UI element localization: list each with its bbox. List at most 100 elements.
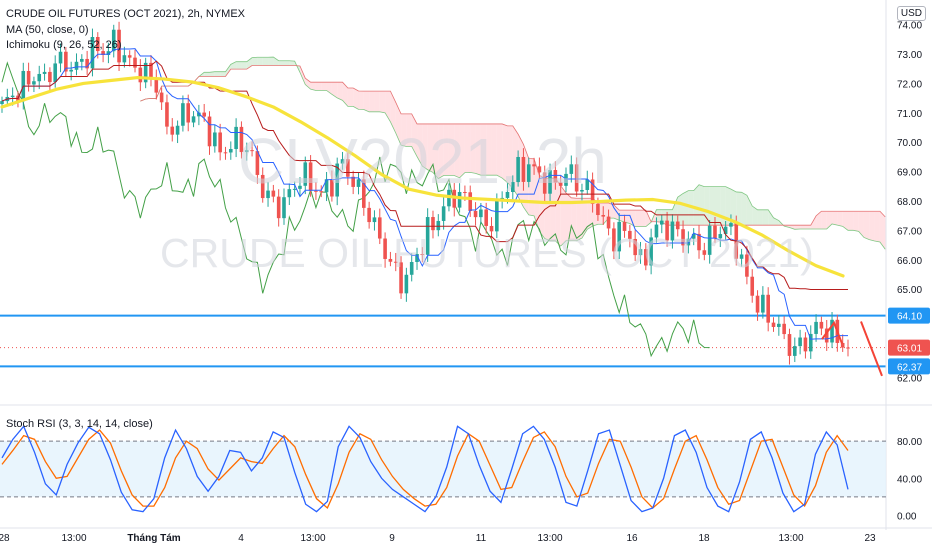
candle-body	[319, 191, 324, 193]
stoch-line	[1, 429, 849, 510]
price-label-box	[888, 339, 930, 356]
candle-body	[601, 215, 606, 217]
ichimoku-legend[interactable]: Ichimoku (9, 26, 52, 26)	[6, 39, 122, 51]
cloud-segment	[241, 61, 247, 70]
candle-body	[782, 323, 786, 335]
time-tick-label: 28	[0, 533, 10, 544]
currency-button[interactable]: USD	[896, 6, 926, 21]
candle-body	[713, 225, 717, 239]
cloud-segment	[869, 211, 875, 241]
time-tick-label: 18	[698, 533, 710, 544]
candle-body	[170, 126, 175, 135]
cloud-segment	[470, 123, 476, 174]
stoch-band	[0, 441, 886, 497]
candle-body	[383, 238, 387, 259]
candle-body	[404, 274, 409, 294]
price-label-box	[888, 307, 930, 324]
cloud-segment	[677, 193, 684, 226]
candle-body	[771, 322, 776, 327]
cloud-segment	[278, 60, 284, 66]
cloud-segment	[454, 123, 460, 178]
cloud-segment	[390, 91, 396, 134]
candle-body	[585, 179, 590, 190]
candle-body	[234, 126, 238, 150]
candle-body	[154, 78, 159, 93]
cloud-segment	[736, 191, 742, 226]
price-axis: 74.00 73.00 72.00 71.00 70.00 69.00 68.00 67.00…	[888, 21, 930, 522]
candle-body	[330, 179, 334, 197]
cloud-segment	[358, 91, 364, 110]
cloud-segment	[299, 66, 306, 85]
candle-body	[707, 225, 712, 255]
candle-body	[250, 150, 254, 152]
cloud-segment	[438, 123, 444, 179]
ma50-line	[0, 75, 845, 278]
candle-body	[138, 67, 143, 83]
candle-body	[298, 185, 302, 189]
price-label-box	[888, 358, 930, 375]
candle-body	[37, 73, 42, 82]
drawing-arrows	[821, 320, 883, 377]
stoch-legend[interactable]: Stoch RSI (3, 3, 14, 14, close)	[6, 418, 153, 430]
price-tick-label: 72.00	[897, 79, 922, 90]
cloud-segment	[746, 195, 753, 226]
candle-body	[425, 217, 430, 255]
cloud-segment	[693, 184, 700, 226]
candle-body	[260, 174, 265, 199]
cloud-segment	[342, 82, 348, 107]
candle-body	[266, 190, 270, 199]
cloud-segment	[566, 192, 572, 241]
ma-legend[interactable]: MA (50, close, 0)	[6, 24, 89, 36]
cloud-segment	[395, 102, 402, 146]
candle-body	[840, 342, 845, 348]
cloud-segment	[587, 198, 593, 230]
stoch-tick-label: 80.00	[897, 437, 922, 448]
candle-body	[335, 163, 340, 197]
candle-body	[590, 179, 595, 204]
candle-body	[495, 200, 499, 232]
candle-body	[473, 210, 478, 218]
candle-body	[729, 223, 733, 227]
symbol-legend[interactable]: CRUDE OIL FUTURES (OCT 2021), 2h, NYMEX	[6, 8, 245, 20]
candle-body	[197, 112, 201, 117]
candle-body	[468, 192, 473, 211]
cloud-segment	[773, 217, 779, 226]
candle-body	[244, 150, 249, 153]
cloud-segment	[752, 206, 758, 226]
candle-body	[207, 116, 212, 147]
cloud-segment	[262, 57, 269, 66]
cloud-segment	[257, 57, 263, 66]
price-tick-label: 73.00	[897, 50, 922, 61]
candle-body	[53, 63, 58, 83]
cloud-segment	[273, 57, 279, 66]
candle-body	[723, 226, 728, 235]
stoch-tick-label: 40.00	[897, 474, 922, 485]
cloud-segment	[550, 178, 556, 241]
time-tick-label: 4	[238, 533, 244, 544]
cloud-segment	[624, 210, 630, 224]
ma-line	[0, 75, 845, 278]
cloud-segment	[337, 82, 343, 101]
ichimoku-lines	[1, 48, 848, 340]
candle-body	[85, 58, 89, 69]
cloud-segment	[379, 91, 386, 113]
time-tick-label: 13:00	[537, 533, 562, 544]
candle-body	[106, 51, 111, 56]
cloud-segment	[448, 123, 455, 176]
price-tick-label: 62.00	[897, 373, 922, 384]
cloud-segment	[401, 113, 407, 147]
cloud-segment	[725, 186, 731, 226]
candle-body	[111, 29, 116, 52]
cloud-segment	[321, 82, 327, 91]
candle-body	[675, 221, 680, 230]
cloud-segment	[874, 211, 880, 242]
time-tick-label: 13:00	[300, 533, 325, 544]
candle-body	[415, 254, 419, 263]
cloud-segment	[486, 123, 492, 176]
senkou-span-b	[140, 65, 886, 226]
drawn-arrow	[860, 321, 883, 377]
cloud-segment	[789, 225, 795, 230]
candle-body	[42, 71, 47, 74]
cloud-segment	[385, 91, 391, 122]
candle-body	[777, 323, 781, 327]
